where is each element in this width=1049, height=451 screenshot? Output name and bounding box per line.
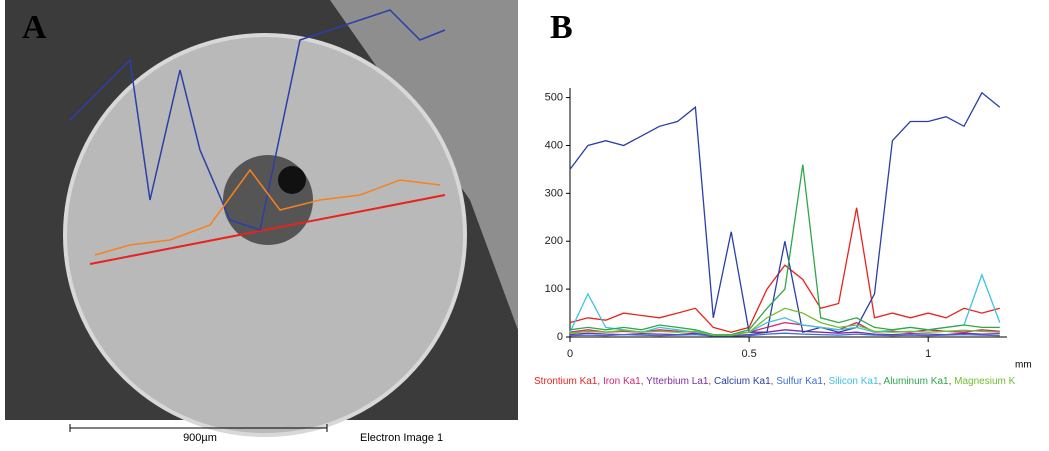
y-tick-label: 500 [545,91,563,103]
legend-separator: , [823,376,829,387]
scan-line [89,194,446,265]
series-line [569,307,1000,336]
y-tick-label: 100 [545,283,563,295]
y-tick-label: 0 [557,331,563,343]
legend-separator: , [597,376,603,387]
y-tick-label: 300 [545,187,563,199]
legend: Strontium Ka1, Iron Ka1, Ytterbium La1, … [534,376,1016,387]
y-tick-label: 400 [545,139,563,151]
legend-entry: Aluminum Ka1 [884,376,949,387]
series-line [569,164,1000,336]
panel-label: B [550,9,573,46]
series-line [569,332,1000,337]
x-tick-label: 0 [567,348,573,360]
legend-entry: Silicon Ka1 [829,376,879,387]
legend-entry: Iron Ka1 [603,376,641,387]
image-region [330,0,518,330]
image-caption: Electron Image 1 [360,432,443,444]
series-line [569,329,1000,337]
legend-separator: , [641,376,646,387]
x-tick-label: 0.5 [741,348,756,360]
legend-separator: , [949,376,955,387]
series-line [569,207,1000,333]
sample-pore [278,166,306,194]
panel-label: A [22,9,47,46]
legend-entry: Ytterbium La1 [646,376,709,387]
legend-entry: Sulfur Ka1 [776,376,823,387]
legend-entry: Calcium Ka1 [714,376,771,387]
x-axis-label: mm [1015,360,1032,371]
y-tick-label: 200 [545,235,563,247]
series-line [569,272,1001,336]
x-tick-label: 1 [925,348,931,360]
line-chart: 0 100 200 300 400 500 0 0.5 1 mm Strontium Ka1, Ir… [534,88,1032,387]
scan-overlay [94,168,441,256]
sem-image: A [5,0,518,437]
legend-entry: Magnesium K [954,376,1015,387]
legend-entry: Strontium Ka1 [534,376,598,387]
scan-overlay [69,9,446,231]
series-line [569,91,1001,334]
legend-separator: , [708,376,714,387]
legend-separator: , [879,376,884,387]
scale-label: 900µm [183,432,217,444]
legend-separator: , [771,376,777,387]
